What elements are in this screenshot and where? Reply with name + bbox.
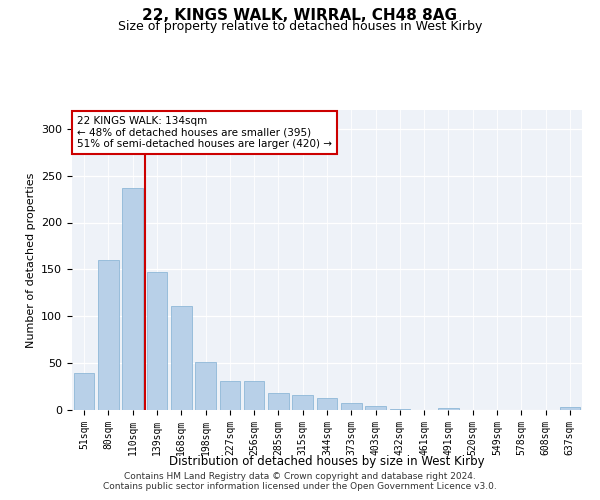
Bar [560, 407, 580, 410]
Bar [244, 381, 265, 410]
Text: Distribution of detached houses by size in West Kirby: Distribution of detached houses by size … [169, 455, 485, 468]
Bar [220, 381, 240, 410]
Bar [268, 393, 289, 410]
Bar [195, 362, 216, 410]
Y-axis label: Number of detached properties: Number of detached properties [26, 172, 35, 348]
Text: Contains public sector information licensed under the Open Government Licence v3: Contains public sector information licen… [103, 482, 497, 491]
Bar [341, 404, 362, 410]
Bar [98, 260, 119, 410]
Bar [317, 398, 337, 410]
Bar [292, 395, 313, 410]
Bar [171, 306, 191, 410]
Bar [74, 372, 94, 410]
Bar [146, 272, 167, 410]
Text: Size of property relative to detached houses in West Kirby: Size of property relative to detached ho… [118, 20, 482, 33]
Text: 22, KINGS WALK, WIRRAL, CH48 8AG: 22, KINGS WALK, WIRRAL, CH48 8AG [143, 8, 458, 22]
Text: Contains HM Land Registry data © Crown copyright and database right 2024.: Contains HM Land Registry data © Crown c… [124, 472, 476, 481]
Bar [122, 188, 143, 410]
Bar [438, 408, 459, 410]
Bar [365, 406, 386, 410]
Text: 22 KINGS WALK: 134sqm
← 48% of detached houses are smaller (395)
51% of semi-det: 22 KINGS WALK: 134sqm ← 48% of detached … [77, 116, 332, 149]
Bar [389, 409, 410, 410]
